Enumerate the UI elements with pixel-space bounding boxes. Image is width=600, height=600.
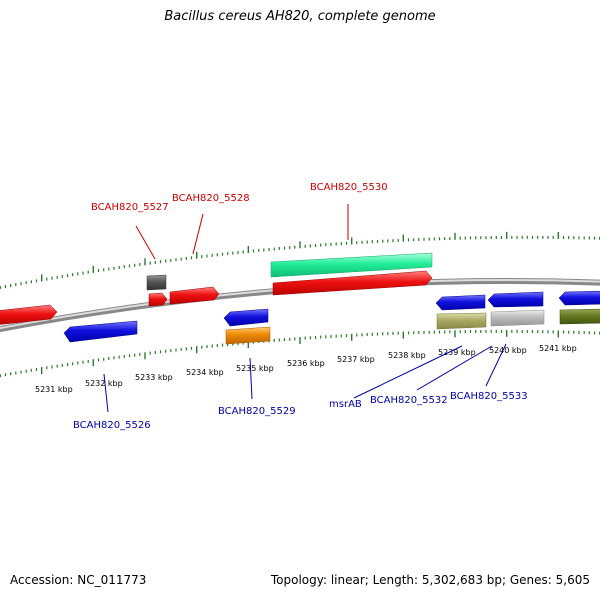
- gene-label[interactable]: BCAH820_5530: [310, 182, 388, 193]
- gene-arrow-left-icon[interactable]: [487, 291, 544, 308]
- gene-arrow-right-icon[interactable]: [272, 270, 433, 296]
- reverse-gene-labels: BCAH820_5526 BCAH820_5529 msrAB BCAH820_…: [73, 391, 528, 431]
- reverse-features: [63, 290, 600, 345]
- gene-arrow-left-icon[interactable]: [558, 290, 600, 306]
- leader-line: [103, 373, 109, 413]
- forward-features: [0, 252, 433, 325]
- gene-arrow-right-icon[interactable]: [148, 292, 168, 307]
- ruler-label: 5237 kbp: [337, 355, 375, 364]
- gene-label[interactable]: msrAB: [329, 399, 362, 410]
- gene-label[interactable]: BCAH820_5532: [370, 395, 448, 406]
- ruler-label: 5231 kbp: [35, 385, 73, 394]
- ruler-labels: 5231 kbp 5232 kbp 5233 kbp 5234 kbp 5235…: [35, 344, 577, 394]
- gene-label[interactable]: BCAH820_5533: [450, 391, 528, 402]
- ruler-label: 5234 kbp: [186, 368, 224, 377]
- leader-lines: [103, 204, 507, 413]
- gene-arrow-right-icon[interactable]: [169, 286, 220, 305]
- gene-box-icon[interactable]: [559, 308, 600, 325]
- gene-arrow-right-icon[interactable]: [0, 304, 58, 325]
- gene-box-icon[interactable]: [146, 274, 167, 291]
- gene-label[interactable]: BCAH820_5526: [73, 420, 151, 431]
- gene-arrow-left-icon[interactable]: [435, 294, 486, 311]
- gene-box-icon[interactable]: [490, 309, 545, 327]
- leader-line: [353, 345, 463, 399]
- accession-text: Accession: NC_011773: [10, 573, 147, 587]
- ruler-label: 5233 kbp: [135, 373, 173, 382]
- ruler-label: 5235 kbp: [236, 364, 274, 373]
- gene-label[interactable]: BCAH820_5527: [91, 202, 169, 213]
- leader-line: [135, 225, 156, 260]
- gene-box-icon[interactable]: [225, 326, 271, 345]
- ruler-label: 5240 kbp: [489, 346, 527, 355]
- forward-gene-labels: BCAH820_5527 BCAH820_5528 BCAH820_5530: [91, 182, 388, 213]
- gene-arrow-left-icon[interactable]: [223, 308, 269, 327]
- leader-line: [192, 213, 204, 255]
- genome-summary-text: Topology: linear; Length: 5,302,683 bp; …: [270, 573, 590, 587]
- gene-label[interactable]: BCAH820_5529: [218, 406, 296, 417]
- reverse-tick-marks: [0, 329, 600, 378]
- leader-line: [249, 357, 253, 400]
- leader-line: [485, 343, 507, 387]
- ruler-label: 5241 kbp: [539, 344, 577, 353]
- gene-box-icon[interactable]: [270, 252, 433, 278]
- map-title: Bacillus cereus AH820, complete genome: [164, 9, 436, 24]
- forward-tick-marks: [0, 231, 600, 289]
- ruler-label: 5239 kbp: [438, 348, 476, 357]
- ruler-label: 5236 kbp: [287, 359, 325, 368]
- gene-label[interactable]: BCAH820_5528: [172, 193, 250, 204]
- ruler-label: 5232 kbp: [85, 379, 123, 388]
- leader-line: [416, 345, 493, 391]
- gene-box-icon[interactable]: [436, 312, 487, 330]
- ruler-label: 5238 kbp: [388, 351, 426, 360]
- gene-arrow-left-icon[interactable]: [63, 320, 138, 343]
